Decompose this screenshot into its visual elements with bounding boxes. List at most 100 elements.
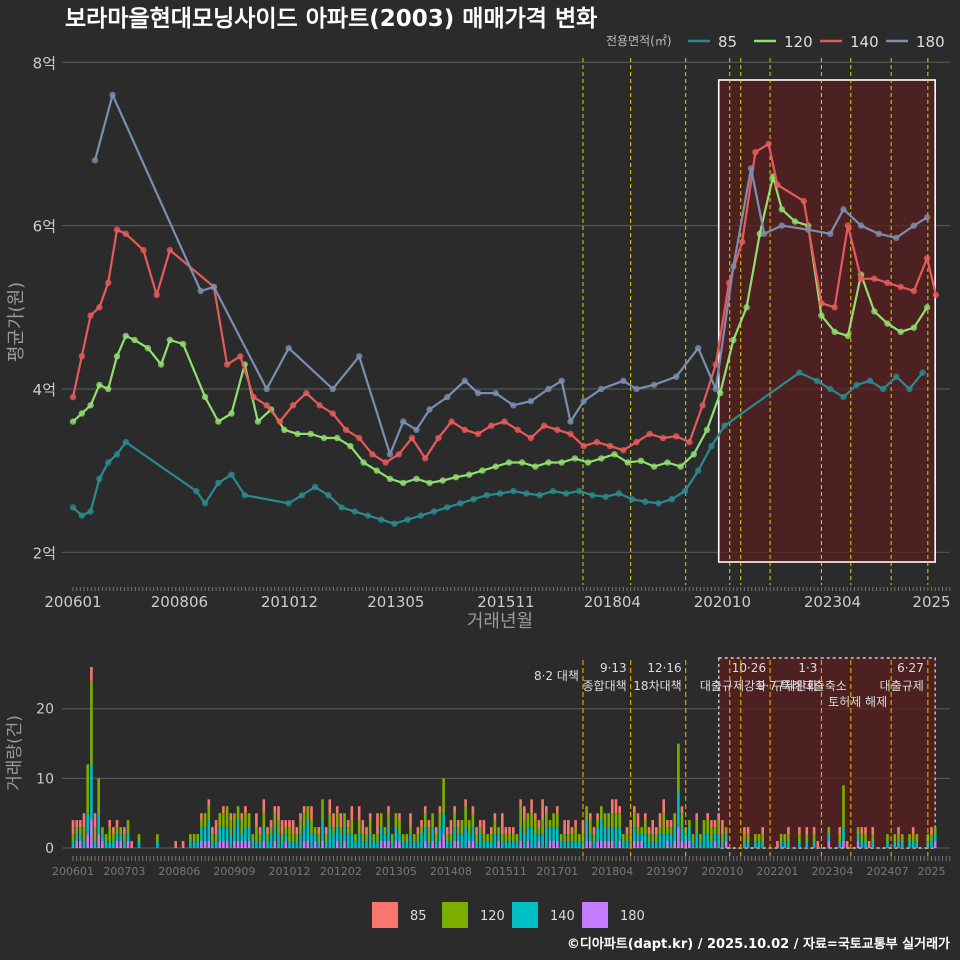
volume-bar-58-140 <box>284 834 288 842</box>
volume-bar-154-85 <box>636 813 640 828</box>
volume-bar-4-180 <box>86 834 89 848</box>
annotation-desc-4: 규제완화 <box>773 679 817 693</box>
volume-bar-67-140 <box>317 841 321 848</box>
point-180-13 <box>461 377 468 384</box>
volume-x-tick-12: 202010 <box>701 865 743 878</box>
volume-bar-215-140 <box>860 841 864 848</box>
volume-bar-188-85 <box>761 827 764 835</box>
volume-bar-235-140 <box>933 834 937 842</box>
point-120-12 <box>201 393 209 401</box>
point-120-35 <box>505 459 513 466</box>
volume-bar-66-180 <box>313 841 317 848</box>
volume-bar-114-85 <box>490 827 493 835</box>
price-x-tick-4: 201511 <box>477 593 534 611</box>
point-140-45 <box>673 433 680 440</box>
volume-bar-48-180 <box>247 841 251 848</box>
legend-label-140: 140 <box>850 33 879 51</box>
point-140-44 <box>659 434 667 442</box>
point-180-39 <box>910 222 918 229</box>
volume-bar-214-140 <box>856 834 860 842</box>
volume-bar-225-85 <box>897 827 900 835</box>
volume-bar-107-120 <box>464 806 467 828</box>
volume-bar-125-140 <box>530 827 533 848</box>
point-120-41 <box>584 459 592 466</box>
volume-bar-81-140 <box>368 834 372 848</box>
volume-bar-32-120 <box>189 834 192 842</box>
volume-bar-110-120 <box>475 834 478 842</box>
volume-bar-165-180 <box>677 827 680 848</box>
volume-bar-2-180 <box>79 841 82 848</box>
volume-bar-145-140 <box>603 827 607 841</box>
volume-bar-127-120 <box>537 827 541 835</box>
point-85-41 <box>668 496 675 503</box>
volume-bar-50-140 <box>255 841 258 848</box>
point-85-1 <box>78 512 86 519</box>
volume-bar-93-140 <box>412 841 416 848</box>
point-140-12 <box>237 353 244 360</box>
volume-bar-88-120 <box>394 813 398 828</box>
volume-bar-13-180 <box>119 841 122 848</box>
volume-bar-85-120 <box>383 827 387 835</box>
volume-bar-127-140 <box>537 834 541 842</box>
volume-bar-74-140 <box>343 827 346 841</box>
volume-bar-43-85 <box>229 813 233 821</box>
point-140-3 <box>96 304 103 311</box>
volume-bar-153-140 <box>633 827 636 841</box>
volume-bar-171-120 <box>699 834 702 842</box>
volume-bar-104-85 <box>453 806 456 814</box>
volume-bar-117-85 <box>501 813 504 835</box>
volume-bar-224-120 <box>893 834 897 842</box>
volume-bar-166-140 <box>680 827 684 841</box>
volume-bar-176-140 <box>717 834 720 848</box>
point-85-45 <box>721 422 728 429</box>
point-180-3 <box>210 283 218 291</box>
volume-bar-14-85 <box>123 827 126 835</box>
volume-bar-33-140 <box>192 841 196 848</box>
volume-bar-13-120 <box>119 827 122 835</box>
point-140-32 <box>501 418 508 425</box>
point-140-35 <box>540 422 548 429</box>
volume-bar-89-140 <box>398 834 401 842</box>
point-120-36 <box>518 459 526 466</box>
volume-x-tick-7: 201408 <box>430 865 472 878</box>
point-85-21 <box>404 516 411 523</box>
point-85-2 <box>87 508 94 515</box>
volume-bar-82-120 <box>372 834 376 842</box>
point-180-11 <box>426 406 433 413</box>
legend-box-85 <box>372 902 398 928</box>
point-120-42 <box>598 455 605 462</box>
volume-bar-157-85 <box>647 827 651 835</box>
volume-bar-128-85 <box>541 799 544 821</box>
point-120-24 <box>360 459 367 466</box>
volume-bar-37-120 <box>207 806 211 821</box>
volume-bar-96-180 <box>423 841 427 848</box>
volume-bar-163-140 <box>669 834 673 848</box>
volume-bar-88-180 <box>394 841 398 848</box>
volume-bar-47-180 <box>244 841 247 848</box>
volume-bar-224-140 <box>893 841 897 848</box>
volume-bar-77-120 <box>354 834 357 842</box>
volume-legend-label-140: 140 <box>550 909 575 924</box>
volume-bar-101-140 <box>442 813 445 835</box>
volume-bar-37-140 <box>207 820 211 841</box>
volume-bar-112-85 <box>482 820 486 834</box>
point-180-8 <box>386 451 394 458</box>
volume-bar-188-120 <box>761 834 764 842</box>
volume-bar-122-120 <box>519 806 522 828</box>
volume-bar-74-180 <box>343 841 346 848</box>
volume-x-tick-8: 201511 <box>485 865 527 878</box>
point-180-32 <box>778 222 785 229</box>
volume-bar-125-85 <box>530 799 533 814</box>
volume-bar-88-140 <box>394 827 398 841</box>
point-120-60 <box>831 328 838 335</box>
point-85-38 <box>628 496 636 503</box>
point-120-28 <box>413 475 420 482</box>
volume-bar-105-180 <box>456 841 460 848</box>
point-140-31 <box>488 422 495 429</box>
volume-bar-144-140 <box>600 820 603 841</box>
point-120-52 <box>730 336 737 344</box>
price-chart: 보라마을현대모닝사이드 아파트(2003) 매매가격 변화 전용면적(㎡) 85… <box>6 6 951 632</box>
volume-bar-63-120 <box>302 813 306 828</box>
volume-bar-163-120 <box>669 827 673 835</box>
volume-bar-7-120 <box>97 778 100 814</box>
